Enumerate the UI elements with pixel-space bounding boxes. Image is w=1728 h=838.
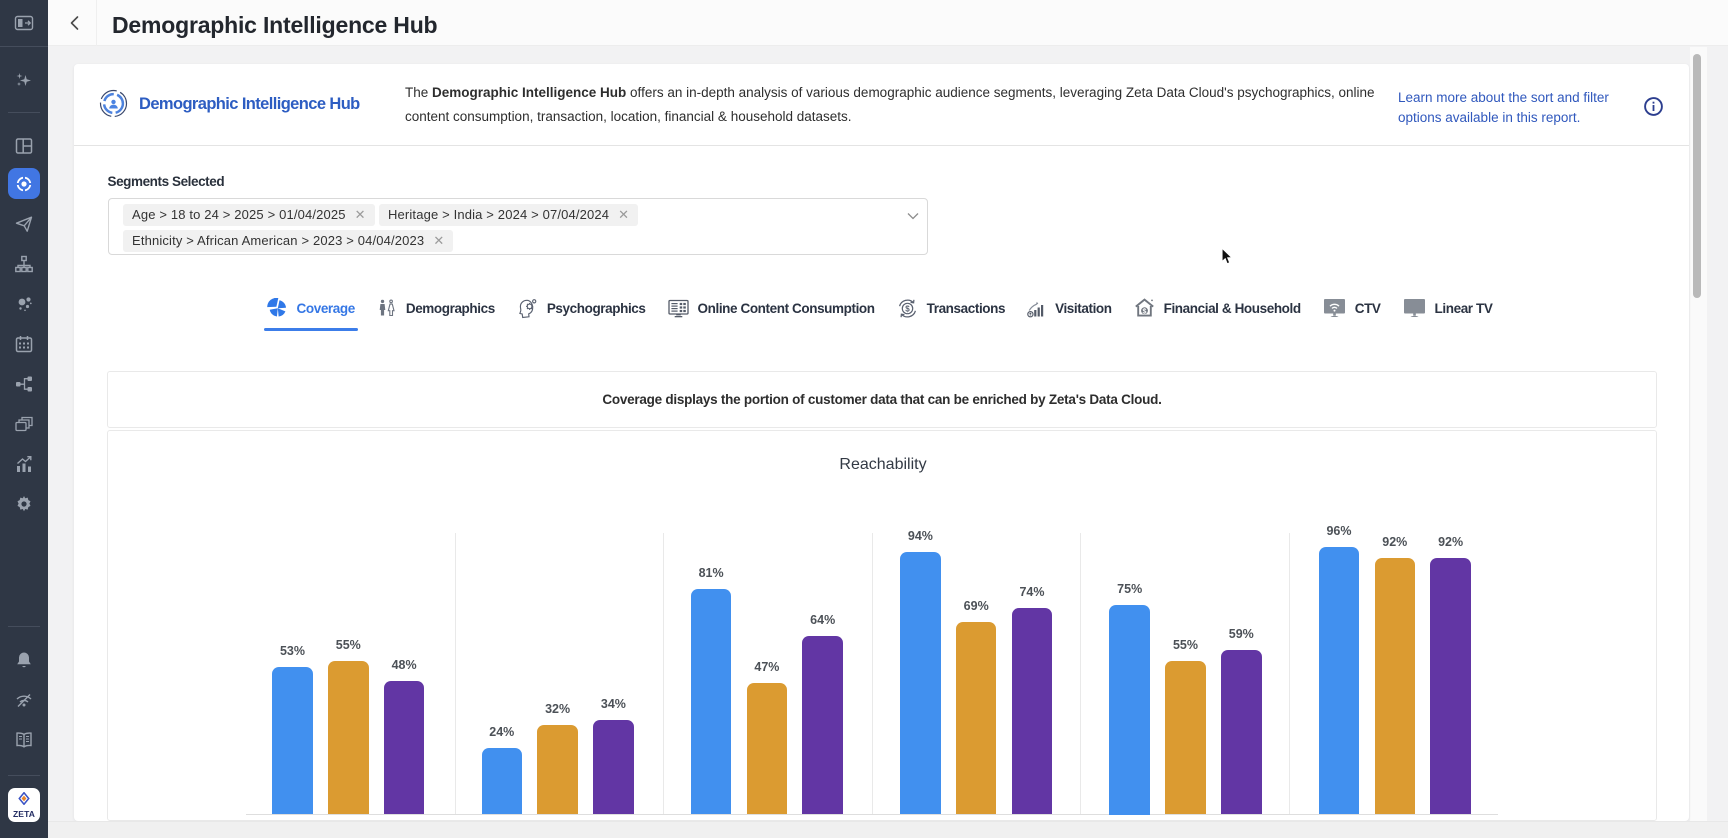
svg-text:$: $ bbox=[905, 304, 910, 313]
svg-text:$: $ bbox=[1142, 308, 1146, 315]
